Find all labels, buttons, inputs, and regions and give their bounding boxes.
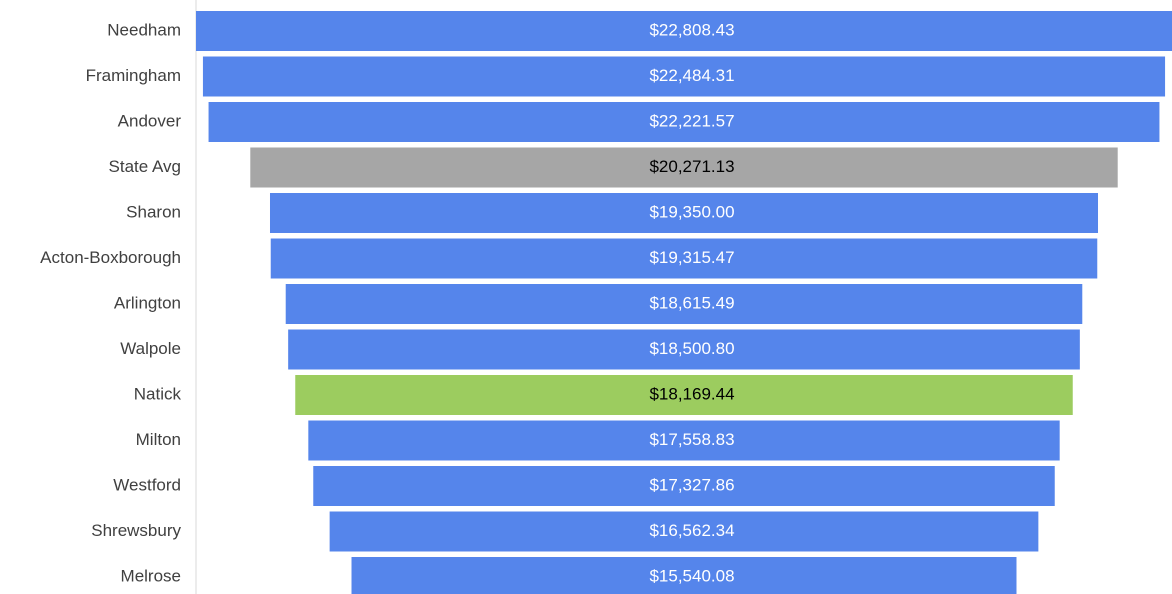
bar — [250, 147, 1118, 188]
value-label: $18,500.80 — [649, 339, 734, 358]
category-label: Walpole — [120, 339, 181, 358]
value-label: $15,540.08 — [649, 566, 734, 585]
value-label: $19,350.00 — [649, 202, 734, 221]
value-label: $17,327.86 — [649, 475, 734, 494]
category-label: Natick — [134, 384, 182, 403]
category-label: Milton — [136, 430, 181, 449]
category-label: Andover — [118, 111, 182, 130]
bar — [288, 329, 1080, 370]
bar — [202, 56, 1166, 97]
value-label: $20,271.13 — [649, 157, 734, 176]
value-label: $19,315.47 — [649, 248, 734, 267]
value-label: $22,484.31 — [649, 66, 734, 85]
value-label: $16,562.34 — [649, 521, 734, 540]
value-label: $22,221.57 — [649, 111, 734, 130]
category-label: State Avg — [109, 157, 181, 176]
category-label: Melrose — [121, 566, 181, 585]
category-label: Sharon — [126, 202, 181, 221]
value-label: $22,808.43 — [649, 20, 734, 39]
bar — [196, 11, 1172, 51]
bar — [329, 511, 1039, 552]
value-label: $18,169.44 — [649, 384, 734, 403]
bar — [270, 238, 1098, 279]
bar — [313, 466, 1055, 506]
category-label: Framingham — [86, 66, 181, 85]
bar — [269, 193, 1099, 233]
bar — [351, 557, 1017, 594]
bar — [285, 284, 1083, 324]
category-label: Shrewsbury — [91, 521, 181, 540]
category-label: Arlington — [114, 293, 181, 312]
bar — [308, 420, 1060, 461]
bar — [295, 375, 1073, 415]
category-label: Acton-Boxborough — [40, 248, 181, 267]
value-label: $18,615.49 — [649, 293, 734, 312]
bar — [208, 102, 1160, 142]
value-label: $17,558.83 — [649, 430, 734, 449]
category-label: Westford — [113, 475, 181, 494]
category-label: Needham — [107, 20, 181, 39]
